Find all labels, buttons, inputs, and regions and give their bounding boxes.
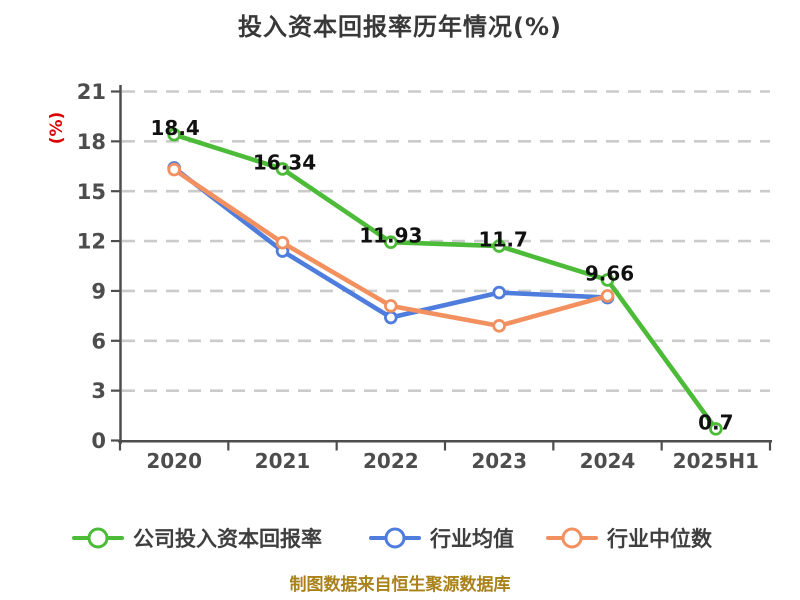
- legend-item-industry-median: 行业中位数: [546, 522, 712, 554]
- legend-label-company-roic: 公司投入资本回报率: [133, 527, 322, 551]
- svg-text:0: 0: [91, 429, 106, 453]
- chart-title: 投入资本回报率历年情况(%): [238, 13, 562, 41]
- svg-text:(%): (%): [47, 112, 67, 145]
- svg-text:2025H1: 2025H1: [673, 449, 759, 473]
- chart-legend: 公司投入资本回报率 行业均值 行业中位数: [0, 522, 800, 554]
- svg-text:0.7: 0.7: [698, 410, 733, 434]
- line-marker-icon: [546, 525, 598, 551]
- line-marker-icon: [72, 525, 124, 551]
- plot-area: 0 3 6 9 12 15 18 21 2020 2021 2022 2023 2024 2025H1 (%…: [47, 80, 772, 473]
- data-source-note: 制图数据来自恒生聚源数据库: [289, 575, 511, 595]
- svg-text:21: 21: [77, 80, 106, 104]
- svg-text:2024: 2024: [580, 449, 636, 473]
- legend-label-industry-mean: 行业均值: [430, 527, 514, 551]
- svg-text:2022: 2022: [363, 449, 419, 473]
- svg-text:2021: 2021: [255, 449, 311, 473]
- svg-text:18.4: 18.4: [150, 116, 199, 140]
- svg-text:18: 18: [77, 130, 106, 154]
- svg-text:2020: 2020: [146, 449, 202, 473]
- svg-text:11.93: 11.93: [359, 224, 422, 248]
- svg-text:2023: 2023: [471, 449, 527, 473]
- svg-text:11.7: 11.7: [478, 227, 527, 251]
- svg-text:15: 15: [77, 180, 106, 204]
- svg-text:3: 3: [91, 379, 106, 403]
- svg-text:16.34: 16.34: [253, 150, 316, 174]
- svg-text:6: 6: [91, 329, 106, 353]
- legend-item-company-roic: 公司投入资本回报率: [72, 522, 322, 554]
- legend-item-industry-mean: 行业均值: [369, 522, 514, 554]
- svg-text:9: 9: [91, 279, 106, 303]
- legend-label-industry-median: 行业中位数: [607, 527, 712, 551]
- svg-text:9.66: 9.66: [585, 261, 634, 285]
- svg-text:12: 12: [77, 230, 106, 254]
- line-marker-icon: [369, 525, 421, 551]
